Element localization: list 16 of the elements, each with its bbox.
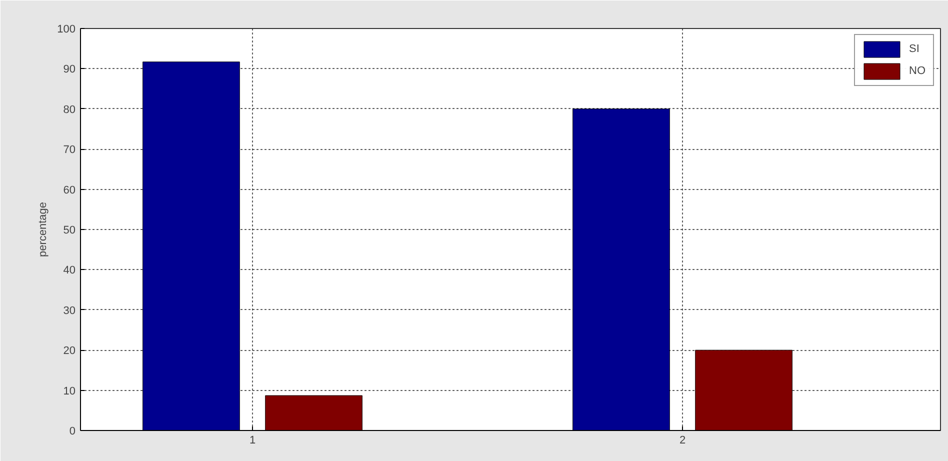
y-tick-label: 20 <box>63 345 76 358</box>
y-tick-label: 100 <box>57 24 76 36</box>
y-tick-label: 10 <box>63 385 76 398</box>
y-tick-label: 70 <box>63 144 76 156</box>
y-tick-label: 80 <box>63 104 76 116</box>
y-tick-label: 40 <box>63 264 76 277</box>
x-tick-label: 1 <box>249 434 256 446</box>
legend-label: NO <box>909 65 926 77</box>
y-tick-label: 30 <box>63 304 76 317</box>
y-tick-label: 60 <box>63 184 76 196</box>
y-tick-label: 90 <box>63 64 76 76</box>
y-axis-title: percentage <box>37 202 50 258</box>
y-tick-label: 0 <box>69 426 76 438</box>
legend-label: SI <box>909 43 920 55</box>
x-tick-label: 2 <box>679 434 686 446</box>
y-tick-label: 50 <box>63 224 76 236</box>
